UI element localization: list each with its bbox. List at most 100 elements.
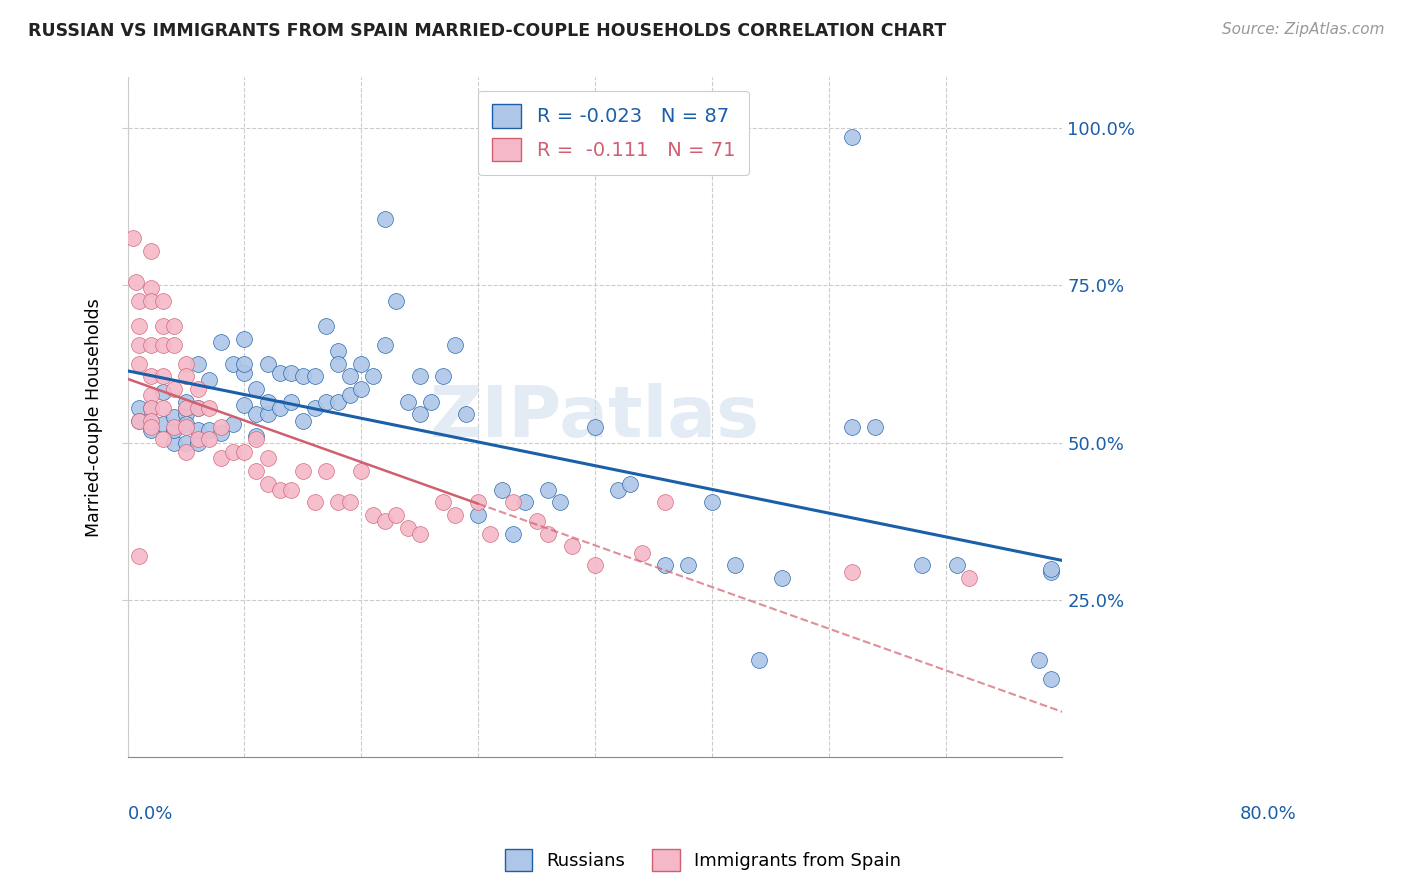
Point [409, 527, 432, 541]
Point [245, 464, 267, 478]
Point [187, 423, 209, 437]
Point [269, 483, 291, 497]
Point [163, 420, 186, 434]
Point [432, 369, 454, 384]
Point [174, 417, 197, 431]
Point [269, 367, 291, 381]
Point [139, 369, 162, 384]
Point [163, 435, 186, 450]
Point [209, 426, 232, 441]
Point [163, 319, 186, 334]
Point [478, 527, 501, 541]
Point [222, 445, 245, 459]
Point [152, 385, 174, 400]
Point [209, 451, 232, 466]
Text: 80.0%: 80.0% [1239, 805, 1296, 823]
Point [222, 357, 245, 371]
Point [256, 357, 278, 371]
Point [1039, 561, 1062, 575]
Point [291, 369, 314, 384]
Point [957, 571, 980, 585]
Point [350, 382, 373, 396]
Point [245, 429, 267, 443]
Point [339, 495, 361, 509]
Point [128, 413, 150, 427]
Point [315, 464, 337, 478]
Point [256, 451, 278, 466]
Point [233, 357, 256, 371]
Point [374, 212, 396, 227]
Point [607, 483, 630, 497]
Point [561, 540, 583, 554]
Point [139, 338, 162, 352]
Point [280, 394, 302, 409]
Point [222, 417, 245, 431]
Point [128, 413, 150, 427]
Point [432, 495, 454, 509]
Point [409, 369, 432, 384]
Point [537, 483, 560, 497]
Point [245, 433, 267, 447]
Point [326, 495, 349, 509]
Point [152, 369, 174, 384]
Point [139, 423, 162, 437]
Point [513, 495, 536, 509]
Point [152, 401, 174, 415]
Point [583, 558, 606, 573]
Point [256, 476, 278, 491]
Point [198, 433, 221, 447]
Point [245, 407, 267, 421]
Point [654, 558, 676, 573]
Point [125, 275, 148, 289]
Point [1039, 672, 1062, 686]
Text: Source: ZipAtlas.com: Source: ZipAtlas.com [1222, 22, 1385, 37]
Point [350, 357, 373, 371]
Point [187, 357, 209, 371]
Point [233, 367, 256, 381]
Point [152, 293, 174, 308]
Point [443, 508, 465, 522]
Point [841, 565, 863, 579]
Point [139, 420, 162, 434]
Point [139, 413, 162, 427]
Point [163, 338, 186, 352]
Point [174, 445, 197, 459]
Point [619, 476, 641, 491]
Text: ZIPatlas: ZIPatlas [430, 383, 761, 452]
Point [174, 435, 197, 450]
Point [245, 382, 267, 396]
Point [456, 407, 478, 421]
Point [233, 445, 256, 459]
Legend: Russians, Immigrants from Spain: Russians, Immigrants from Spain [498, 842, 908, 879]
Point [198, 373, 221, 387]
Point [724, 558, 747, 573]
Point [946, 558, 969, 573]
Point [396, 394, 419, 409]
Point [291, 464, 314, 478]
Point [269, 401, 291, 415]
Point [443, 338, 465, 352]
Legend: R = -0.023   N = 87, R =  -0.111   N = 71: R = -0.023 N = 87, R = -0.111 N = 71 [478, 91, 749, 175]
Point [841, 420, 863, 434]
Point [304, 495, 326, 509]
Point [315, 394, 337, 409]
Point [291, 413, 314, 427]
Point [548, 495, 571, 509]
Point [280, 483, 302, 497]
Point [374, 338, 396, 352]
Point [128, 549, 150, 563]
Point [233, 332, 256, 346]
Point [139, 401, 162, 415]
Point [385, 508, 408, 522]
Point [315, 319, 337, 334]
Point [1028, 653, 1050, 667]
Text: RUSSIAN VS IMMIGRANTS FROM SPAIN MARRIED-COUPLE HOUSEHOLDS CORRELATION CHART: RUSSIAN VS IMMIGRANTS FROM SPAIN MARRIED… [28, 22, 946, 40]
Point [139, 281, 162, 295]
Point [209, 420, 232, 434]
Point [128, 293, 150, 308]
Point [152, 338, 174, 352]
Point [256, 394, 278, 409]
Point [502, 495, 524, 509]
Point [187, 435, 209, 450]
Point [396, 520, 419, 534]
